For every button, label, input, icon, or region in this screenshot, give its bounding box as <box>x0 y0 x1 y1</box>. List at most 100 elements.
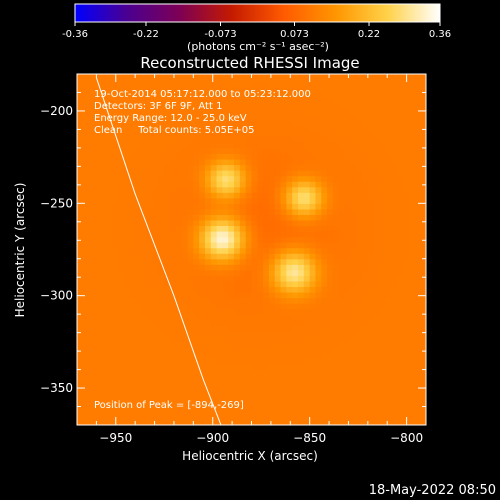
heatmap-cell <box>356 153 363 160</box>
heatmap-cell <box>77 330 84 337</box>
heatmap-cell <box>315 120 322 127</box>
heatmap-cell <box>234 192 241 199</box>
heatmap-cell <box>94 375 101 382</box>
heatmap-cell <box>350 214 357 221</box>
heatmap-cell <box>321 158 328 166</box>
heatmap-cell <box>129 219 136 227</box>
heatmap-cell <box>239 114 247 121</box>
heatmap-cell <box>111 347 119 354</box>
heatmap-cell <box>292 280 299 288</box>
heatmap-cell <box>414 253 421 260</box>
heatmap-cell <box>88 86 96 94</box>
heatmap-cell <box>292 147 299 155</box>
heatmap-cell <box>321 114 328 121</box>
heatmap-cell <box>111 86 119 94</box>
heatmap-cell <box>315 208 322 215</box>
heatmap-cell <box>402 120 410 127</box>
heatmap-cell <box>129 336 136 343</box>
heatmap-cell <box>408 369 415 376</box>
heatmap-cell <box>257 170 264 177</box>
heatmap-cell <box>332 391 340 398</box>
heatmap-cell <box>309 375 317 382</box>
heatmap-cell <box>292 92 299 99</box>
heatmap-cell <box>181 380 189 387</box>
heatmap-cell <box>210 214 218 221</box>
heatmap-cell <box>170 364 177 371</box>
heatmap-cell <box>367 402 375 409</box>
heatmap-cell <box>420 242 426 249</box>
heatmap-cell <box>303 358 311 365</box>
heatmap-cell <box>216 364 224 371</box>
heatmap-cell <box>210 397 218 404</box>
heatmap-cell <box>216 170 224 177</box>
heatmap-cell <box>402 86 410 94</box>
heatmap-cell <box>187 147 194 155</box>
heatmap-cell <box>181 175 189 182</box>
heatmap-cell <box>332 275 340 282</box>
heatmap-cell <box>100 103 107 110</box>
heatmap-cell <box>88 81 96 88</box>
heatmap-cell <box>292 314 299 321</box>
heatmap-cell <box>117 170 125 177</box>
heatmap-cell <box>385 109 392 116</box>
heatmap-cell <box>344 153 351 160</box>
heatmap-cell <box>239 364 247 371</box>
heatmap-cell <box>140 98 148 105</box>
heatmap-cell <box>164 147 171 155</box>
heatmap-cell <box>234 391 241 398</box>
heatmap-cell <box>175 247 183 254</box>
heatmap-cell <box>298 214 305 221</box>
heatmap-cell <box>193 219 200 227</box>
heatmap-cell <box>391 175 398 182</box>
heatmap-cell <box>129 352 136 360</box>
heatmap-cell <box>228 386 235 393</box>
heatmap-cell <box>373 175 381 182</box>
heatmap-cell <box>344 280 351 288</box>
heatmap-cell <box>158 181 165 188</box>
heatmap-cell <box>146 369 154 376</box>
x-tick-label: −800 <box>390 431 423 445</box>
heatmap-cell <box>77 419 84 425</box>
heatmap-cell <box>350 147 357 155</box>
heatmap-cell <box>88 131 96 138</box>
heatmap-cell <box>175 253 183 260</box>
heatmap-cell <box>146 291 154 299</box>
heatmap-cell <box>315 74 322 77</box>
heatmap-cell <box>414 269 421 276</box>
heatmap-cell <box>222 136 229 143</box>
heatmap-cell <box>129 402 136 409</box>
heatmap-cell <box>222 125 229 132</box>
heatmap-cell <box>315 308 322 315</box>
heatmap-cell <box>402 286 410 293</box>
heatmap-cell <box>204 386 212 393</box>
heatmap-cell <box>373 181 381 188</box>
heatmap-cell <box>396 347 404 354</box>
heatmap-cell <box>175 297 183 304</box>
heatmap-cell <box>100 170 107 177</box>
heatmap-cell <box>309 98 317 105</box>
heatmap-cell <box>408 197 415 204</box>
heatmap-cell <box>158 75 165 82</box>
heatmap-cell <box>140 125 148 132</box>
heatmap-cell <box>111 303 119 310</box>
heatmap-cell <box>292 158 299 166</box>
heatmap-cell <box>408 74 415 77</box>
heatmap-cell <box>210 136 218 143</box>
heatmap-cell <box>396 142 404 149</box>
heatmap-cell <box>298 413 305 421</box>
heatmap-cell <box>245 364 253 371</box>
heatmap-cell <box>123 419 130 425</box>
heatmap-cell <box>82 369 90 376</box>
heatmap-cell <box>111 419 119 425</box>
heatmap-cell <box>332 286 340 293</box>
heatmap-cell <box>199 402 206 409</box>
heatmap-cell <box>234 231 241 238</box>
heatmap-cell <box>251 352 258 360</box>
heatmap-cell <box>117 186 125 193</box>
heatmap-cell <box>315 314 322 321</box>
heatmap-cell <box>100 153 107 160</box>
heatmap-cell <box>88 280 96 288</box>
heatmap-cell <box>321 352 328 360</box>
heatmap-cell <box>280 297 287 304</box>
heatmap-cell <box>420 231 426 238</box>
